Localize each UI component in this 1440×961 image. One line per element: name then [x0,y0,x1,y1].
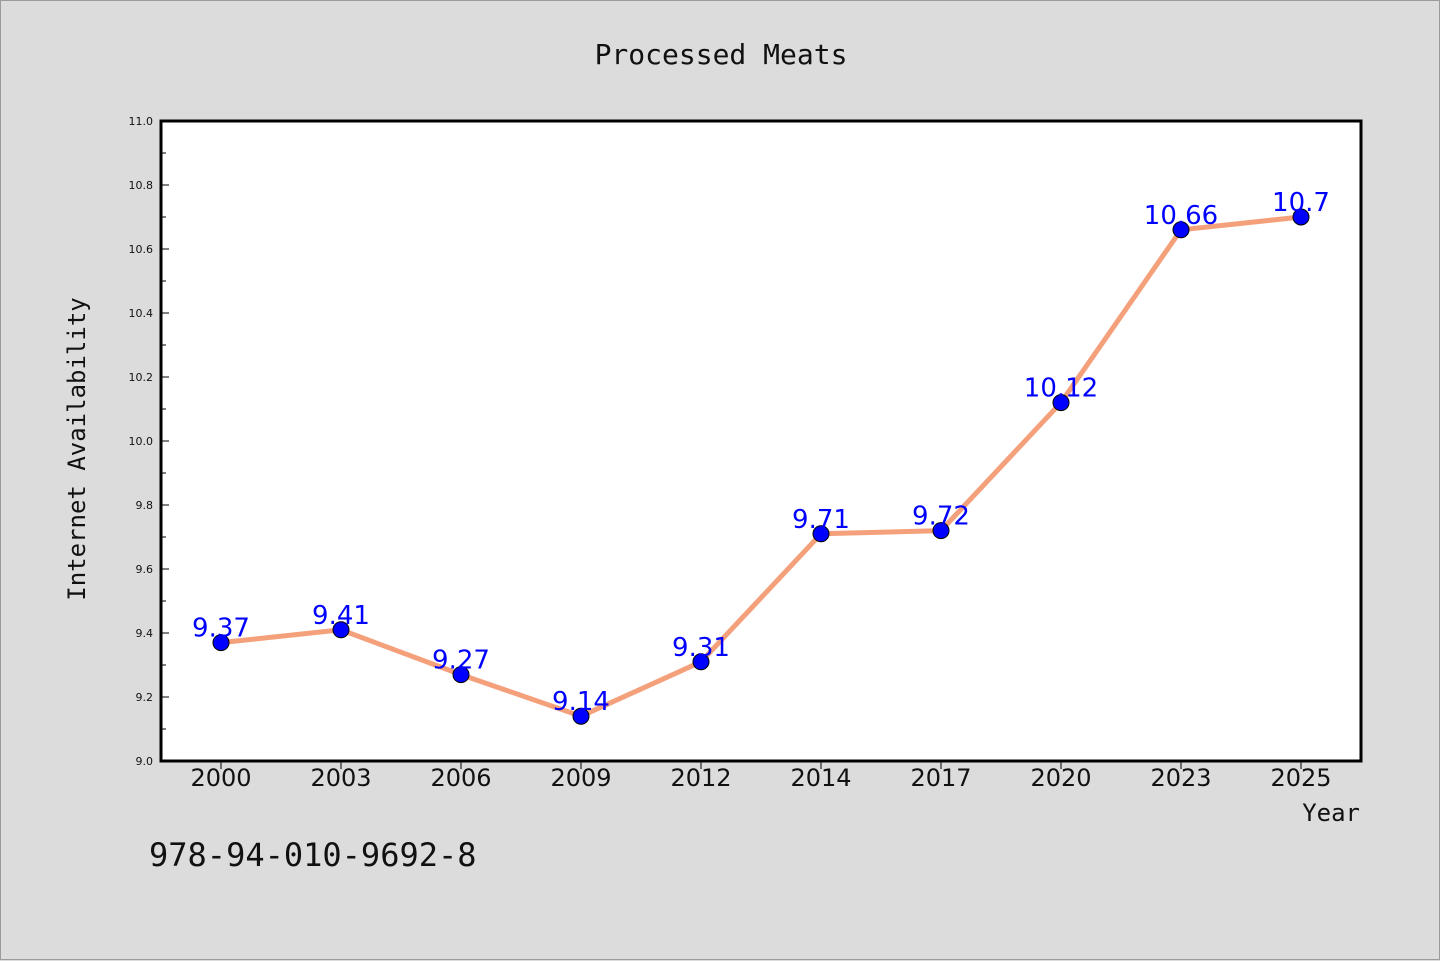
x-tick-label: 2025 [1270,764,1331,792]
y-tick-label: 9.6 [136,563,154,576]
x-tick-label: 2014 [790,764,851,792]
y-tick-label: 9.8 [136,499,154,512]
y-tick-label: 10.4 [129,307,154,320]
data-point [452,666,470,684]
data-label: 10.12 [1024,374,1098,404]
data-label: 10.66 [1144,201,1218,231]
x-tick-label: 2009 [550,764,611,792]
y-axis-label: Internet Availability [63,297,91,600]
plot-area [159,119,1363,763]
x-tick-label: 2017 [910,764,971,792]
y-tick-label: 9.0 [136,755,154,768]
y-tick-label: 10.8 [129,179,154,192]
isbn-text: 978-94-010-9692-8 [149,836,477,874]
data-point [1052,394,1070,412]
data-label: 9.72 [912,502,970,532]
x-tick-label: 2000 [190,764,251,792]
data-point [1172,221,1190,239]
series [212,208,1310,725]
chart-title: Processed Meats [595,38,848,71]
x-axis-label: Year [1302,799,1360,827]
data-point [812,525,830,543]
data-point [692,653,710,671]
series-line [218,214,1304,719]
data-label: 9.41 [312,601,370,631]
data-label: 9.31 [672,633,730,663]
y-tick-label: 9.2 [136,691,154,704]
data-point [1292,208,1310,226]
data-labels: 9.37 9.41 9.27 9.14 9.31 9.71 9.72 10.12 10.66 10… [192,188,1330,717]
data-point [332,621,350,639]
data-label: 9.71 [792,505,850,535]
y-tick-label: 9.4 [136,627,154,640]
y-tick-label: 11.0 [129,115,154,128]
x-tick-label: 2020 [1030,764,1091,792]
x-axis: 2000 2003 2006 2009 2012 2014 2017 2020 2023 2025 [190,761,1332,792]
x-tick-label: 2023 [1150,764,1211,792]
x-tick-label: 2012 [670,764,731,792]
data-label: 9.27 [432,646,490,676]
y-tick-label: 10.0 [129,435,154,448]
data-point [572,707,590,725]
x-tick-label: 2003 [310,764,371,792]
data-label: 9.14 [552,687,610,717]
y-tick-label: 10.6 [129,243,154,256]
data-point [932,522,950,540]
data-point [212,634,230,652]
data-label: 10.7 [1272,188,1330,218]
x-tick-label: 2006 [430,764,491,792]
y-tick-label: 10.2 [129,371,154,384]
data-label: 9.37 [192,614,250,644]
y-axis: 9.0 9.2 9.4 9.6 9.8 10.0 10.2 10.4 10.6 10.8 11.0 [129,115,169,768]
